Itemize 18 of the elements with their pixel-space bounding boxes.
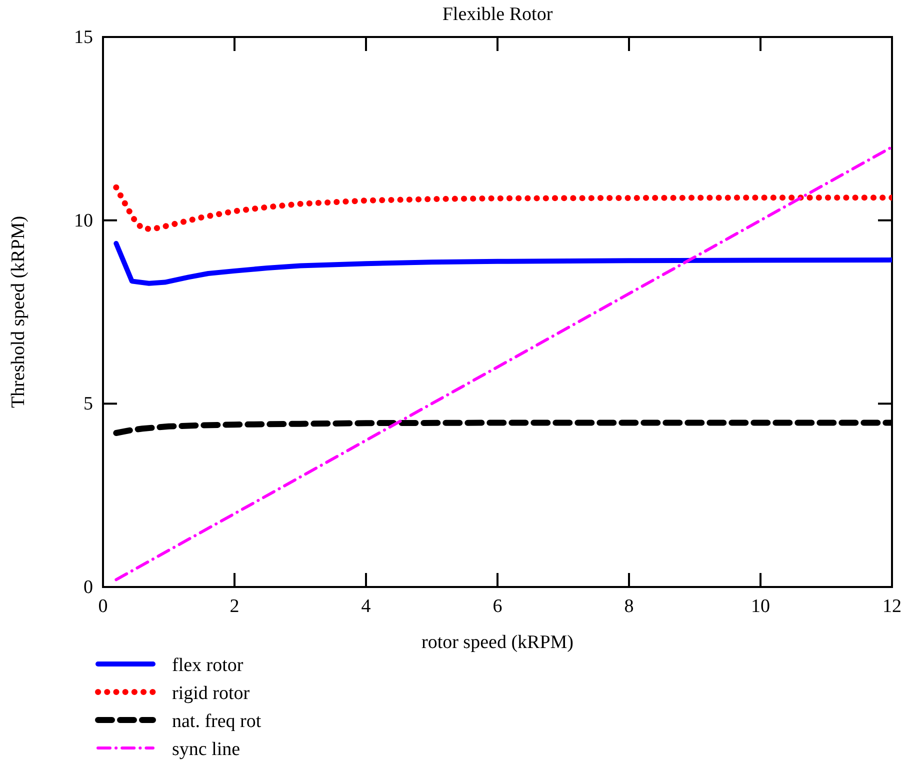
legend-label: sync line <box>172 739 240 760</box>
legend-label: nat. freq rot <box>172 711 262 732</box>
x-tick-label: 6 <box>492 596 502 617</box>
y-tick-label: 5 <box>84 394 93 415</box>
y-tick-label: 0 <box>84 577 93 598</box>
chart-title: Flexible Rotor <box>442 4 554 25</box>
x-axis-title: rotor speed (kRPM) <box>422 632 574 653</box>
y-tick-label: 15 <box>74 27 93 48</box>
x-tick-label: 4 <box>361 596 372 617</box>
x-tick-label: 10 <box>751 596 770 617</box>
x-tick-label: 12 <box>882 596 902 617</box>
legend-label: flex rotor <box>172 655 244 676</box>
x-tick-label: 8 <box>624 596 634 617</box>
x-tick-label: 0 <box>98 596 108 617</box>
x-tick-label: 2 <box>230 596 240 617</box>
legend-label: rigid rotor <box>172 683 250 704</box>
y-tick-label: 10 <box>74 210 93 232</box>
y-axis-title: Threshold speed (kRPM) <box>8 216 29 408</box>
